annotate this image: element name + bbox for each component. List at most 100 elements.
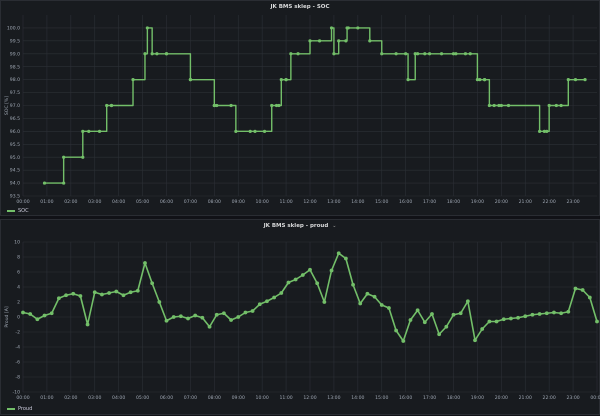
data-point[interactable]: [279, 78, 283, 82]
data-point[interactable]: [322, 300, 327, 304]
data-point[interactable]: [207, 324, 212, 329]
data-point[interactable]: [315, 281, 320, 286]
data-point[interactable]: [49, 311, 54, 316]
data-point[interactable]: [468, 52, 472, 56]
proud-legend[interactable]: Proud: [7, 406, 32, 412]
data-point[interactable]: [262, 129, 267, 133]
data-point[interactable]: [188, 78, 193, 82]
data-point[interactable]: [430, 312, 434, 316]
data-point[interactable]: [437, 332, 442, 337]
data-point[interactable]: [559, 311, 564, 316]
data-point[interactable]: [85, 322, 90, 327]
data-point[interactable]: [212, 103, 216, 108]
data-point[interactable]: [296, 52, 300, 56]
data-point[interactable]: [229, 103, 233, 108]
data-point[interactable]: [42, 313, 47, 318]
data-point[interactable]: [87, 129, 91, 133]
data-point[interactable]: [451, 52, 456, 56]
data-point[interactable]: [270, 103, 274, 108]
data-point[interactable]: [344, 39, 348, 43]
data-point[interactable]: [351, 282, 355, 287]
data-point[interactable]: [193, 313, 198, 318]
data-point[interactable]: [277, 103, 281, 108]
data-point[interactable]: [62, 155, 66, 159]
data-point[interactable]: [265, 299, 269, 304]
data-point[interactable]: [150, 52, 154, 56]
data-point[interactable]: [343, 256, 348, 261]
panel-title[interactable]: JK BMS sklep - SOC: [1, 3, 599, 11]
data-point[interactable]: [458, 311, 463, 316]
data-point[interactable]: [492, 103, 496, 108]
data-point[interactable]: [56, 296, 61, 301]
data-point[interactable]: [463, 52, 468, 56]
data-point[interactable]: [78, 294, 83, 298]
data-point[interactable]: [394, 328, 398, 333]
data-point[interactable]: [143, 52, 147, 56]
data-point[interactable]: [186, 316, 190, 321]
data-point[interactable]: [243, 310, 248, 315]
data-point[interactable]: [497, 103, 501, 108]
data-point[interactable]: [365, 291, 370, 296]
data-point[interactable]: [475, 78, 480, 82]
data-point[interactable]: [404, 52, 408, 56]
data-point[interactable]: [473, 338, 477, 343]
data-point[interactable]: [336, 251, 341, 256]
data-point[interactable]: [415, 308, 420, 313]
data-point[interactable]: [401, 339, 406, 343]
data-point[interactable]: [595, 319, 599, 324]
data-point[interactable]: [300, 273, 305, 277]
data-point[interactable]: [358, 301, 363, 306]
data-point[interactable]: [114, 289, 119, 294]
data-point[interactable]: [164, 52, 169, 56]
data-point[interactable]: [157, 300, 162, 304]
data-point[interactable]: [97, 129, 102, 133]
chevron-down-icon[interactable]: ⌄: [332, 223, 337, 229]
data-point[interactable]: [143, 261, 147, 265]
data-point[interactable]: [506, 103, 511, 108]
data-point[interactable]: [329, 268, 334, 273]
data-point[interactable]: [480, 327, 485, 331]
data-point[interactable]: [308, 267, 312, 272]
data-point[interactable]: [559, 103, 563, 108]
data-point[interactable]: [444, 324, 449, 329]
data-point[interactable]: [380, 52, 384, 56]
data-point[interactable]: [494, 319, 499, 324]
data-point[interactable]: [416, 52, 420, 56]
data-point[interactable]: [229, 318, 233, 322]
data-point[interactable]: [422, 320, 427, 325]
data-point[interactable]: [454, 52, 458, 56]
data-point[interactable]: [128, 290, 133, 295]
data-point[interactable]: [544, 311, 549, 316]
data-point[interactable]: [71, 291, 76, 296]
data-point[interactable]: [487, 319, 492, 324]
data-point[interactable]: [121, 293, 126, 298]
data-point[interactable]: [406, 78, 410, 82]
data-point[interactable]: [368, 39, 372, 43]
data-point[interactable]: [451, 312, 456, 317]
data-point[interactable]: [356, 26, 360, 30]
data-point[interactable]: [423, 52, 427, 56]
data-point[interactable]: [100, 292, 104, 297]
data-point[interactable]: [501, 317, 506, 322]
data-point[interactable]: [523, 314, 528, 319]
data-point[interactable]: [145, 26, 149, 30]
data-point[interactable]: [580, 288, 585, 292]
data-point[interactable]: [42, 181, 47, 185]
data-point[interactable]: [439, 52, 444, 56]
data-point[interactable]: [566, 78, 570, 82]
data-point[interactable]: [308, 39, 312, 43]
data-point[interactable]: [379, 303, 384, 307]
data-point[interactable]: [92, 290, 97, 295]
data-point[interactable]: [587, 295, 592, 300]
data-point[interactable]: [155, 52, 159, 56]
data-point[interactable]: [248, 129, 252, 133]
data-point[interactable]: [250, 309, 255, 313]
data-point[interactable]: [554, 103, 558, 108]
data-point[interactable]: [329, 26, 334, 30]
data-point[interactable]: [293, 277, 298, 282]
data-point[interactable]: [427, 52, 432, 56]
data-point[interactable]: [135, 288, 140, 293]
data-point[interactable]: [171, 315, 176, 319]
data-point[interactable]: [537, 312, 542, 316]
data-point[interactable]: [64, 293, 68, 298]
